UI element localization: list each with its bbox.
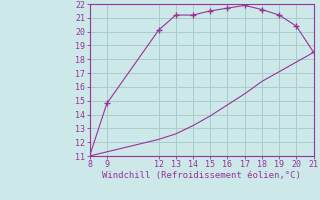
X-axis label: Windchill (Refroidissement éolien,°C): Windchill (Refroidissement éolien,°C) xyxy=(102,171,301,180)
